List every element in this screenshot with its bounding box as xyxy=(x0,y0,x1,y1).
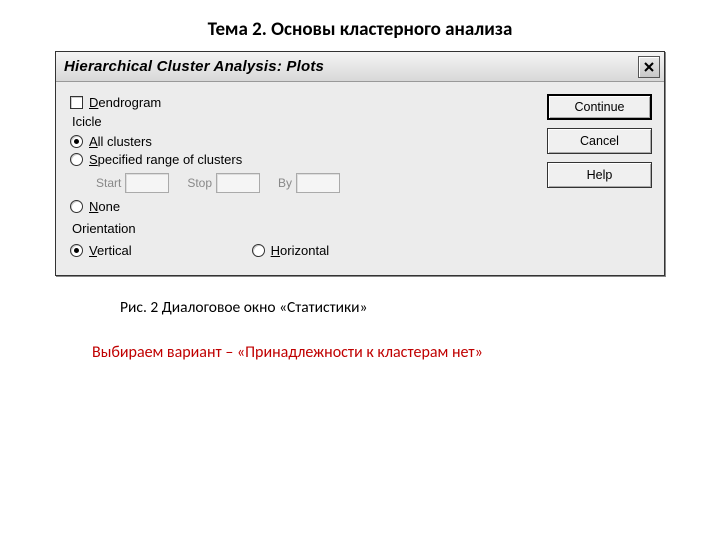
range-start-field: Start xyxy=(96,173,169,193)
range-stop-input[interactable] xyxy=(216,173,260,193)
range-stop-label: Stop xyxy=(187,176,212,190)
dendrogram-checkbox-row[interactable]: Dendrogram xyxy=(70,95,533,110)
orientation-vertical-label: Vertical xyxy=(89,243,132,258)
page-title: Тема 2. Основы кластерного анализа xyxy=(0,0,720,51)
cancel-button[interactable]: Cancel xyxy=(547,128,652,154)
dendrogram-checkbox[interactable] xyxy=(70,96,83,109)
icicle-all-label: All clusters xyxy=(89,134,152,149)
orientation-horizontal-row[interactable]: Horizontal xyxy=(252,243,330,258)
range-by-label: By xyxy=(278,176,292,190)
range-stop-field: Stop xyxy=(187,173,260,193)
buttons-column: Continue Cancel Help xyxy=(547,92,652,261)
icicle-group: All clusters Specified range of clusters… xyxy=(70,131,533,217)
icicle-none-label: None xyxy=(89,199,120,214)
figure-caption: Рис. 2 Диалоговое окно «Статистики» xyxy=(120,298,720,317)
icicle-none-radio[interactable] xyxy=(70,200,83,213)
continue-button[interactable]: Continue xyxy=(547,94,652,120)
options-column: Dendrogram Icicle All clusters Specified… xyxy=(70,92,533,261)
dialog-title: Hierarchical Cluster Analysis: Plots xyxy=(64,58,324,75)
dialog-window: Hierarchical Cluster Analysis: Plots Den… xyxy=(55,51,665,276)
orientation-vertical-radio[interactable] xyxy=(70,244,83,257)
icicle-range-row[interactable]: Specified range of clusters xyxy=(70,152,533,167)
help-button[interactable]: Help xyxy=(547,162,652,188)
dialog-body: Dendrogram Icicle All clusters Specified… xyxy=(56,82,664,275)
icicle-range-label: Specified range of clusters xyxy=(89,152,242,167)
titlebar: Hierarchical Cluster Analysis: Plots xyxy=(56,52,664,82)
orientation-horizontal-label: Horizontal xyxy=(271,243,330,258)
close-icon xyxy=(643,61,655,73)
range-fields: Start Stop By xyxy=(96,173,533,193)
close-button[interactable] xyxy=(638,56,660,78)
orientation-group: Vertical Horizontal xyxy=(70,238,533,261)
dendrogram-label: Dendrogram xyxy=(89,95,161,110)
range-by-input[interactable] xyxy=(296,173,340,193)
orientation-horizontal-radio[interactable] xyxy=(252,244,265,257)
icicle-all-row[interactable]: All clusters xyxy=(70,134,533,149)
orientation-vertical-row[interactable]: Vertical xyxy=(70,243,132,258)
range-start-label: Start xyxy=(96,176,121,190)
icicle-all-radio[interactable] xyxy=(70,135,83,148)
icicle-none-row[interactable]: None xyxy=(70,199,533,214)
icicle-range-radio[interactable] xyxy=(70,153,83,166)
instruction-text: Выбираем вариант – «Принадлежности к кла… xyxy=(92,343,720,362)
range-by-field: By xyxy=(278,173,340,193)
icicle-group-label: Icicle xyxy=(72,114,533,129)
orientation-group-label: Orientation xyxy=(72,221,533,236)
range-start-input[interactable] xyxy=(125,173,169,193)
